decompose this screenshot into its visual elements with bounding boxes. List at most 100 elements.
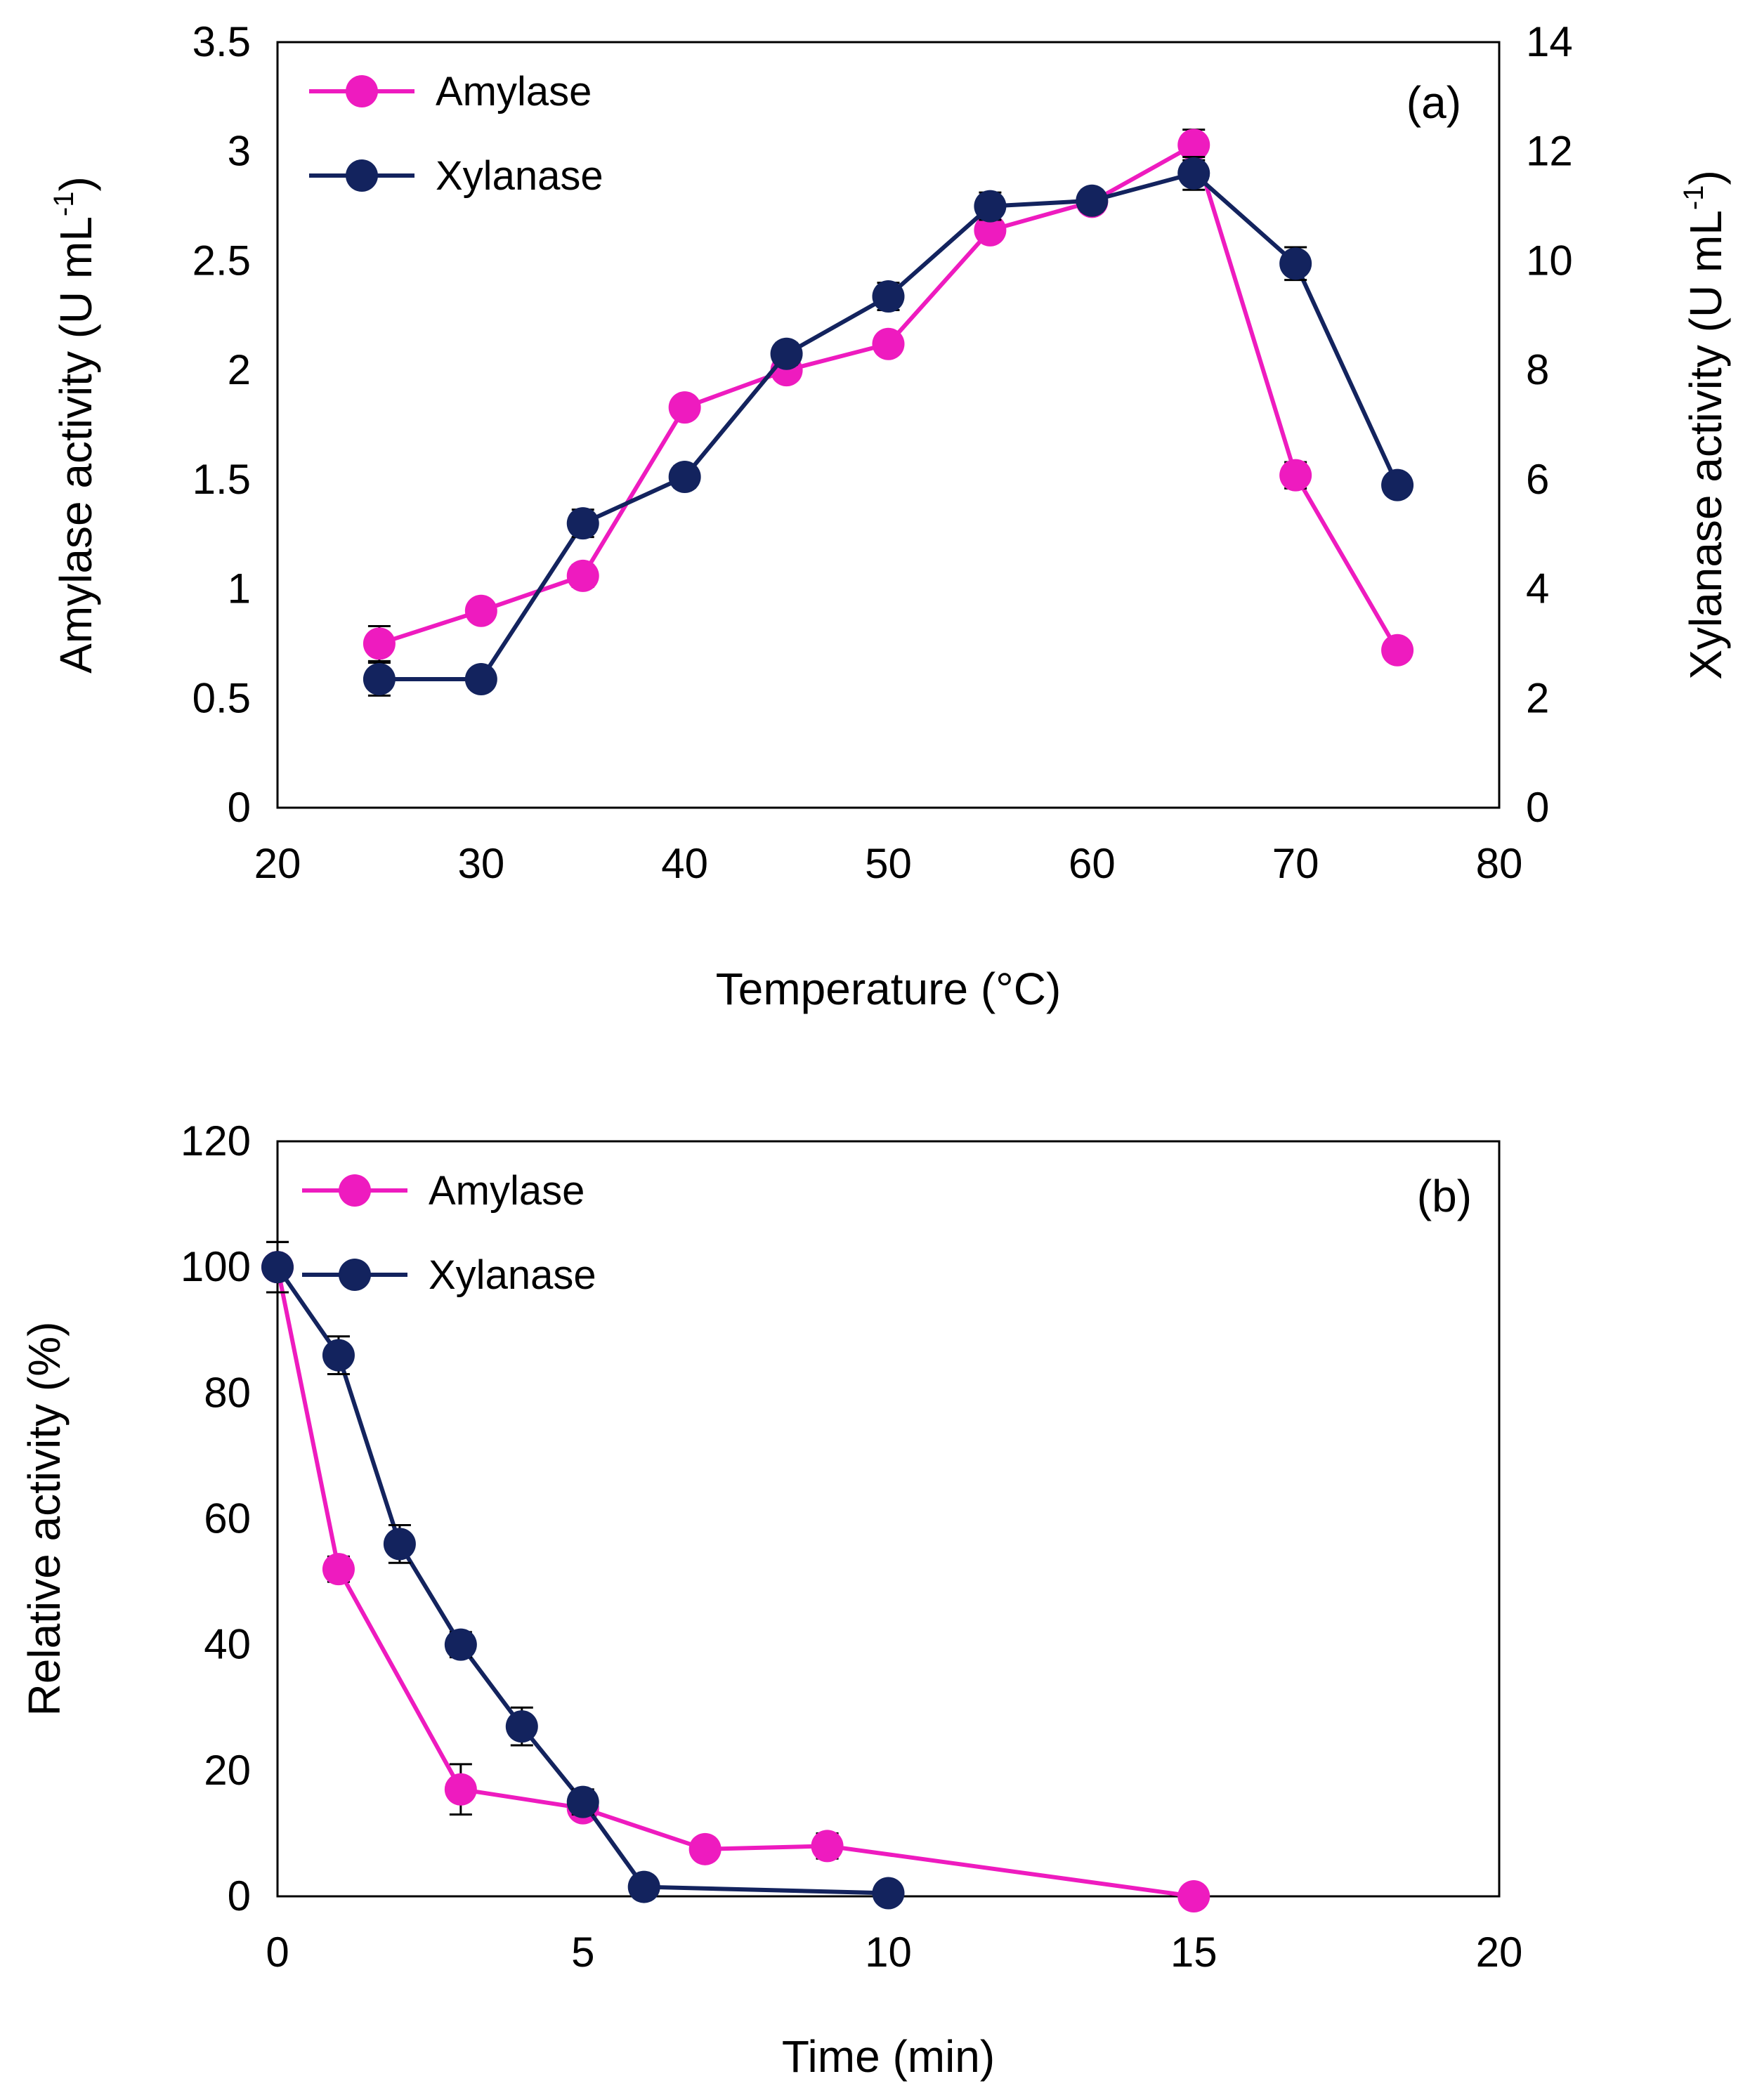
amylase-point: [668, 391, 701, 424]
y2-axis-title: Xylanase activity (U mL-1): [1678, 170, 1731, 680]
y-tick-label: 2.5: [192, 237, 251, 284]
legend-marker: [339, 1174, 371, 1207]
y-tick-label: 80: [204, 1369, 251, 1416]
amylase-point: [1177, 1880, 1210, 1912]
xylanase-line: [379, 171, 1399, 682]
legend-marker: [346, 159, 378, 192]
legend-label: Amylase: [429, 1168, 585, 1214]
x-tick-label: 40: [661, 840, 708, 887]
y-axis-title-superscript: -1: [48, 191, 79, 216]
amylase-point: [566, 559, 599, 592]
x-tick-label: 5: [571, 1929, 594, 1976]
y-tick-label: 3: [228, 128, 251, 175]
y-axis-title: Relative activity (%): [19, 1322, 70, 1717]
y2-axis-title-main: Xylanase activity (U mL: [1680, 210, 1731, 680]
x-tick-label: 20: [1476, 1929, 1523, 1976]
y-tick-label: 40: [204, 1621, 251, 1668]
xylanase-point: [1177, 157, 1210, 190]
y2-tick-label: 14: [1526, 18, 1573, 65]
legend-label: Xylanase: [429, 1252, 596, 1298]
amylase-point: [363, 627, 396, 660]
y-tick-label: 20: [204, 1747, 251, 1794]
x-tick-label: 70: [1272, 840, 1319, 887]
xylanase-point: [383, 1528, 416, 1561]
x-tick-label: 15: [1170, 1929, 1217, 1976]
y2-tick-label: 2: [1526, 674, 1549, 721]
x-tick-label: 60: [1069, 840, 1116, 887]
panel-b-time-chart: 0 5 10 15 20 0 20 40 60 80 100 120 Time (min) Relativ…: [19, 1117, 1522, 2082]
legend-entry-amylase: Amylase: [302, 1168, 585, 1214]
y2-tick-label: 4: [1526, 565, 1549, 612]
xylanase-point: [668, 460, 701, 493]
amylase-point: [1279, 459, 1312, 492]
xylanase-point: [566, 1785, 599, 1818]
xylanase-point: [363, 663, 396, 696]
xylanase-point: [974, 190, 1007, 223]
x-axis-title: Temperature (°C): [716, 964, 1062, 1014]
amylase-series: [363, 129, 1414, 667]
amylase-point: [322, 1553, 355, 1586]
y-tick-label: 1: [228, 565, 251, 612]
plot-frame: [276, 41, 1501, 809]
y-axis-title-close: ): [51, 176, 101, 191]
y-tick-label: 100: [181, 1243, 251, 1290]
y-tick-label: 1.5: [192, 456, 251, 503]
y-tick-label: 3.5: [192, 18, 251, 65]
xylanase-series: [363, 156, 1414, 697]
xylanase-line: [275, 1266, 889, 1896]
panel-label: (a): [1406, 77, 1461, 128]
amylase-series: [261, 1240, 1210, 1912]
y2-tick-label: 6: [1526, 456, 1549, 503]
y2-axis-title-superscript: -1: [1678, 185, 1709, 211]
xylanase-series: [261, 1240, 905, 1910]
x-tick-label: 20: [254, 840, 301, 887]
xylanase-point: [770, 337, 803, 370]
panel-a-temperature-chart: 20 30 40 50 60 70 8000.511.522.533.50246810121…: [48, 18, 1731, 1014]
panel-label: (b): [1417, 1171, 1472, 1221]
y-tick-label: 0.5: [192, 674, 251, 721]
xylanase-point: [872, 280, 905, 313]
y-tick-label: 0: [228, 784, 251, 831]
amylase-point: [974, 214, 1007, 247]
y-tick-label: 60: [204, 1495, 251, 1542]
amylase-point: [872, 327, 905, 360]
x-tick-label: 80: [1476, 840, 1523, 887]
legend-entry-xylanase: Xylanase: [302, 1252, 596, 1298]
x-axis-title: Time (min): [782, 2031, 995, 2082]
legend-label: Amylase: [436, 69, 592, 114]
x-tick-label: 0: [266, 1929, 289, 1976]
xylanase-point: [322, 1339, 355, 1372]
legend-marker: [346, 75, 378, 107]
legend-marker: [339, 1259, 371, 1291]
y2-axis-title-close: ): [1680, 170, 1731, 185]
xylanase-point: [444, 1628, 477, 1661]
y2-tick-label: 12: [1526, 128, 1573, 175]
xylanase-point: [1279, 247, 1312, 280]
xylanase-point: [1076, 184, 1109, 217]
xylanase-point: [566, 507, 599, 540]
amylase-point: [1177, 129, 1210, 162]
legend-entry-xylanase: Xylanase: [309, 153, 603, 199]
amylase-line: [275, 1266, 1194, 1898]
amylase-point: [1381, 634, 1414, 667]
y-tick-label: 120: [181, 1117, 251, 1164]
y-tick-label: 0: [228, 1872, 251, 1919]
amylase-point: [688, 1832, 721, 1865]
legend-label: Xylanase: [436, 153, 603, 199]
x-tick-label: 50: [865, 840, 912, 887]
y2-tick-label: 10: [1526, 237, 1573, 284]
xylanase-point: [464, 663, 497, 696]
xylanase-point: [872, 1877, 905, 1910]
legend-entry-amylase: Amylase: [309, 69, 592, 114]
x-tick-label: 10: [865, 1929, 912, 1976]
xylanase-point: [1381, 468, 1414, 501]
amylase-point: [464, 594, 497, 627]
amylase-point: [444, 1773, 477, 1806]
x-tick-label: 30: [457, 840, 504, 887]
y2-tick-label: 8: [1526, 346, 1549, 393]
y2-tick-label: 0: [1526, 784, 1549, 831]
xylanase-point: [505, 1710, 538, 1743]
amylase-point: [811, 1830, 844, 1863]
xylanase-point: [627, 1870, 660, 1903]
